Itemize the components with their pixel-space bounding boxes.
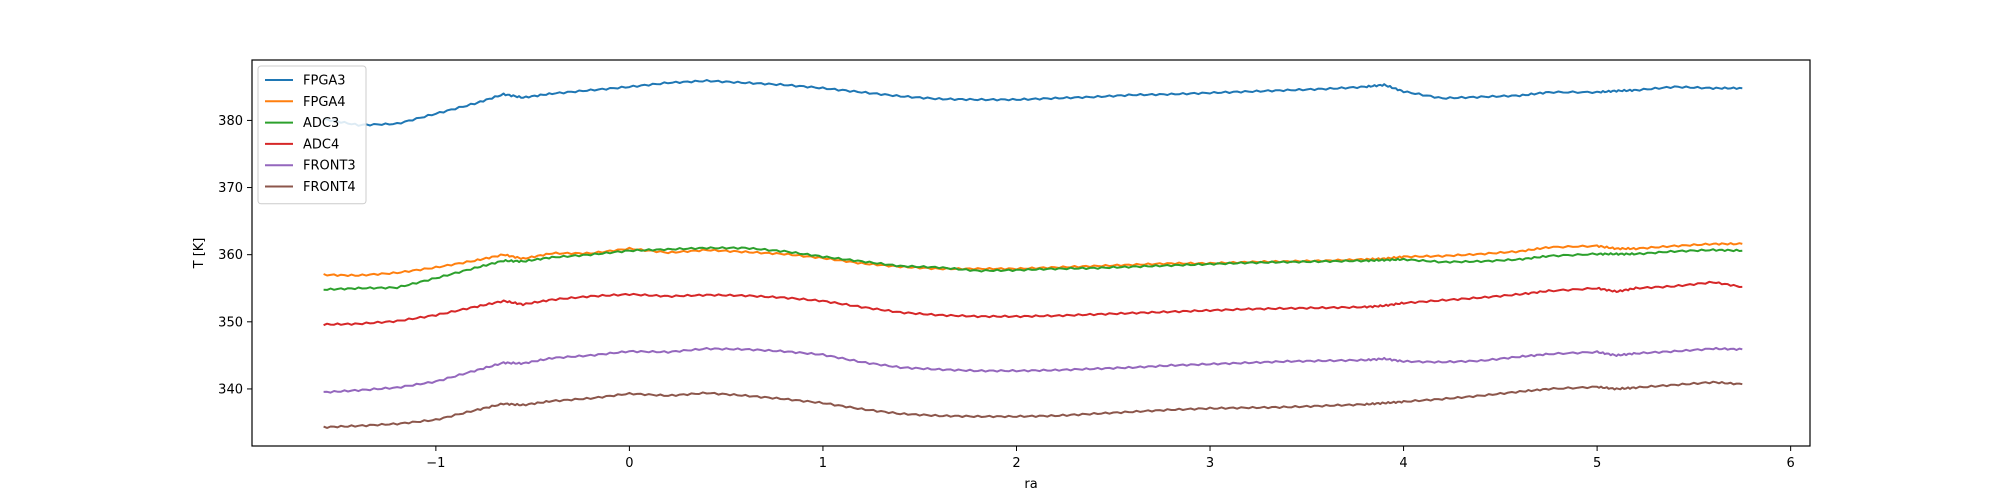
axes-frame <box>251 59 1811 447</box>
y-axis-label: T [K] <box>192 238 207 270</box>
legend-label: FPGA3 <box>303 74 346 89</box>
legend: FPGA3 FPGA4 ADC3 ADC4 FRONT3 FRONT4 <box>257 65 367 205</box>
y-tick-label: 350 <box>218 315 243 330</box>
x-tick-label: 0 <box>625 456 633 471</box>
x-axis-label: ra <box>1024 477 1037 492</box>
plot-layer <box>323 79 1743 429</box>
series-line-fpga4 <box>323 242 1743 277</box>
x-tick-label: −1 <box>426 456 445 471</box>
x-tick-label: 2 <box>1012 456 1020 471</box>
y-axis-ticks: 340 350 360 370 380 <box>218 114 252 397</box>
series-line-front4 <box>323 380 1743 429</box>
x-tick-label: 3 <box>1206 456 1214 471</box>
legend-label: FRONT3 <box>303 159 356 174</box>
x-tick-label: 4 <box>1399 456 1407 471</box>
y-tick-label: 360 <box>218 248 243 263</box>
series-line-adc4 <box>323 280 1743 327</box>
legend-label: ADC4 <box>303 137 339 152</box>
y-tick-label: 380 <box>218 114 243 129</box>
x-axis-ticks: −1 0 1 2 3 4 5 6 <box>426 446 1795 471</box>
series-line-front3 <box>323 346 1743 394</box>
x-tick-label: 1 <box>819 456 827 471</box>
y-tick-label: 370 <box>218 181 243 196</box>
legend-label: FPGA4 <box>303 95 346 110</box>
legend-label: ADC3 <box>303 116 339 131</box>
y-tick-label: 340 <box>218 382 243 397</box>
series-line-adc3 <box>323 246 1743 291</box>
series-line-fpga3 <box>323 79 1743 127</box>
x-tick-label: 5 <box>1593 456 1601 471</box>
x-tick-label: 6 <box>1787 456 1795 471</box>
legend-label: FRONT4 <box>303 180 356 195</box>
